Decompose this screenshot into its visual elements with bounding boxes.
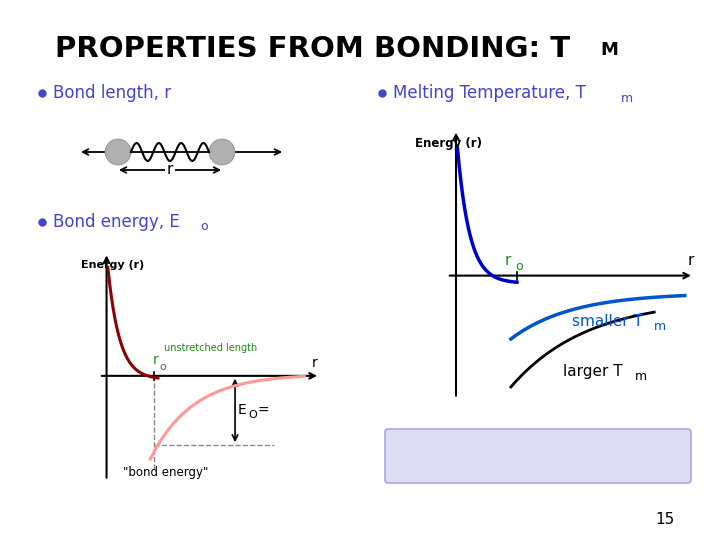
Text: Energy (r): Energy (r) (415, 137, 482, 150)
Text: Energy (r): Energy (r) (81, 260, 145, 270)
Text: "bond energy": "bond energy" (123, 465, 208, 478)
Text: 15: 15 (655, 512, 675, 528)
Text: =: = (258, 403, 269, 417)
Circle shape (209, 139, 235, 165)
Text: unstretched length: unstretched length (164, 343, 258, 353)
Text: T: T (400, 447, 410, 465)
Text: m: m (412, 455, 424, 468)
Text: o: o (515, 260, 523, 273)
Text: is larger if E: is larger if E (420, 447, 524, 465)
Text: PROPERTIES FROM BONDING: T: PROPERTIES FROM BONDING: T (55, 35, 570, 63)
Text: is larger.: is larger. (542, 447, 618, 465)
Text: r: r (505, 253, 511, 268)
Text: Bond energy, E: Bond energy, E (53, 213, 180, 231)
Text: m: m (621, 92, 633, 105)
Text: Bond length, r: Bond length, r (53, 84, 171, 102)
Text: r: r (167, 163, 174, 178)
Text: Melting Temperature, T: Melting Temperature, T (393, 84, 586, 102)
Text: o: o (159, 362, 166, 372)
FancyBboxPatch shape (385, 429, 691, 483)
Text: larger T: larger T (563, 364, 622, 379)
Circle shape (105, 139, 131, 165)
Text: M: M (600, 41, 618, 59)
Text: m: m (654, 320, 666, 333)
Text: r: r (312, 356, 318, 370)
Text: E: E (238, 403, 246, 417)
Text: o: o (534, 455, 541, 468)
Text: m: m (635, 370, 647, 383)
Text: O: O (248, 410, 257, 421)
Text: r: r (688, 253, 694, 268)
Text: r: r (153, 353, 158, 367)
Text: o: o (200, 220, 207, 233)
Text: smaller T: smaller T (572, 314, 643, 329)
